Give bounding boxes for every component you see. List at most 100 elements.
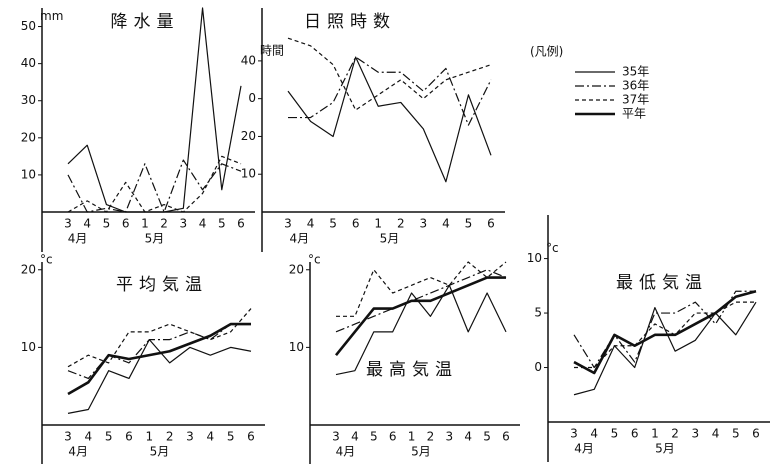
x-group-label: 5月 bbox=[411, 445, 431, 459]
x-tick-label: 3 bbox=[64, 217, 72, 231]
legend-title: (凡例) bbox=[530, 45, 563, 59]
chart-title: 平均気温 bbox=[116, 275, 208, 295]
series-line bbox=[67, 155, 242, 213]
legend-label: 36年 bbox=[622, 79, 649, 93]
y-tick-label: 5 bbox=[534, 306, 542, 320]
y-tick-label: 10 bbox=[21, 167, 36, 181]
y-tick-label: 10 bbox=[289, 340, 304, 354]
chart-title: 最高気温 bbox=[366, 360, 458, 380]
chart-title: 日照時数 bbox=[304, 12, 396, 32]
x-tick-label: 5 bbox=[103, 217, 111, 231]
y-tick-label: 20 bbox=[241, 129, 256, 143]
series-line bbox=[335, 284, 507, 376]
y-tick-label: 0 bbox=[534, 360, 542, 374]
series-line bbox=[336, 261, 507, 317]
x-tick-label: 6 bbox=[247, 430, 255, 444]
y-unit: °c bbox=[546, 241, 559, 255]
series-line bbox=[288, 56, 492, 126]
x-group-label: 4月 bbox=[289, 232, 309, 246]
x-tick-label: 5 bbox=[732, 427, 740, 441]
series-line bbox=[67, 7, 242, 213]
x-tick-label: 2 bbox=[397, 217, 405, 231]
y-tick-label: 10 bbox=[241, 167, 256, 181]
y-tick-label: 30 bbox=[21, 93, 36, 107]
x-tick-label: 6 bbox=[122, 217, 130, 231]
x-group-label: 4月 bbox=[574, 442, 594, 456]
x-tick-label: 5 bbox=[329, 217, 337, 231]
y-unit: °c bbox=[308, 252, 321, 266]
x-tick-label: 3 bbox=[180, 217, 188, 231]
x-tick-label: 1 bbox=[141, 217, 149, 231]
x-tick-label: 2 bbox=[671, 427, 679, 441]
x-tick-label: 5 bbox=[611, 427, 619, 441]
chart-title: 降水量 bbox=[111, 12, 180, 32]
x-tick-label: 6 bbox=[352, 217, 360, 231]
x-tick-label: 5 bbox=[105, 430, 113, 444]
x-tick-label: 6 bbox=[752, 427, 760, 441]
x-tick-label: 3 bbox=[186, 430, 194, 444]
series-line bbox=[573, 301, 757, 396]
series-line bbox=[67, 308, 252, 368]
series-line bbox=[334, 276, 506, 356]
x-tick-label: 4 bbox=[199, 217, 207, 231]
x-tick-label: 5 bbox=[370, 430, 378, 444]
x-group-label: 4月 bbox=[68, 445, 88, 459]
x-tick-label: 4 bbox=[307, 217, 315, 231]
y-tick-label: 20 bbox=[21, 130, 36, 144]
x-group-label: 5月 bbox=[145, 232, 165, 246]
y-tick-label: 50 bbox=[21, 19, 36, 33]
x-tick-label: 1 bbox=[651, 427, 659, 441]
y-unit: 時間 bbox=[260, 43, 284, 57]
y-unit: mm bbox=[40, 9, 63, 23]
x-tick-label: 4 bbox=[351, 430, 359, 444]
y-tick-label: 10 bbox=[21, 340, 36, 354]
series-line bbox=[67, 322, 251, 396]
x-tick-label: 3 bbox=[570, 427, 578, 441]
x-tick-label: 2 bbox=[427, 430, 435, 444]
x-tick-label: 4 bbox=[712, 427, 720, 441]
x-group-label: 5月 bbox=[380, 232, 400, 246]
x-tick-label: 4 bbox=[590, 427, 598, 441]
x-tick-label: 4 bbox=[464, 430, 472, 444]
y-tick-label: 10 bbox=[527, 251, 542, 265]
x-tick-label: 6 bbox=[125, 430, 133, 444]
y-tick-label: 20 bbox=[21, 262, 36, 276]
x-tick-label: 3 bbox=[446, 430, 454, 444]
legend-label: 平年 bbox=[622, 107, 646, 121]
legend-label: 37年 bbox=[622, 93, 649, 107]
x-tick-label: 3 bbox=[64, 430, 72, 444]
x-tick-label: 3 bbox=[332, 430, 340, 444]
y-tick-label: 40 bbox=[241, 53, 256, 67]
x-tick-label: 6 bbox=[631, 427, 639, 441]
series-line bbox=[67, 159, 242, 213]
x-group-label: 5月 bbox=[655, 442, 675, 456]
x-tick-label: 6 bbox=[487, 217, 495, 231]
x-tick-label: 2 bbox=[166, 430, 174, 444]
x-tick-label: 5 bbox=[465, 217, 473, 231]
x-tick-label: 4 bbox=[83, 217, 91, 231]
y-unit: °c bbox=[40, 252, 53, 266]
x-tick-label: 5 bbox=[227, 430, 235, 444]
x-group-label: 4月 bbox=[336, 445, 356, 459]
y-tick-label: 40 bbox=[21, 56, 36, 70]
x-tick-label: 6 bbox=[237, 217, 245, 231]
x-group-label: 5月 bbox=[150, 445, 170, 459]
x-tick-label: 6 bbox=[502, 430, 510, 444]
x-tick-label: 3 bbox=[420, 217, 428, 231]
legend-label: 35年 bbox=[622, 65, 649, 79]
x-tick-label: 6 bbox=[389, 430, 397, 444]
x-tick-label: 4 bbox=[442, 217, 450, 231]
x-tick-label: 5 bbox=[483, 430, 491, 444]
series-line bbox=[287, 37, 492, 111]
y-tick-label: 0 bbox=[248, 91, 256, 105]
x-tick-label: 3 bbox=[692, 427, 700, 441]
x-group-label: 4月 bbox=[68, 232, 88, 246]
chart-title: 最低気温 bbox=[616, 273, 708, 293]
series-line bbox=[67, 339, 252, 414]
x-tick-label: 3 bbox=[284, 217, 292, 231]
x-tick-label: 5 bbox=[218, 217, 226, 231]
x-tick-label: 4 bbox=[85, 430, 93, 444]
x-tick-label: 2 bbox=[160, 217, 168, 231]
